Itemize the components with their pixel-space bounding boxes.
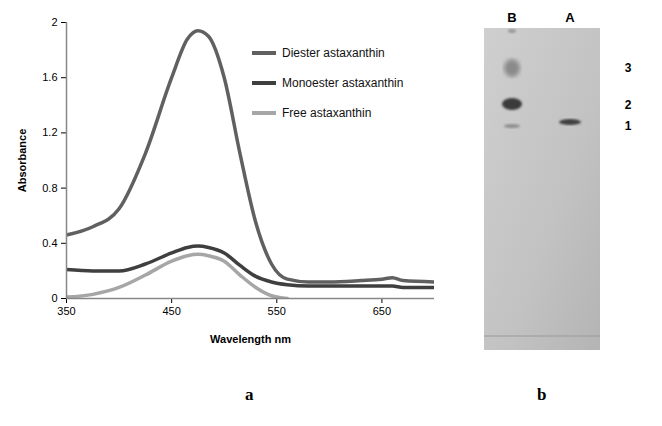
svg-text:2: 2	[625, 98, 632, 112]
svg-text:1.2: 1.2	[42, 126, 57, 138]
html-text:Diester astaxanthin: Diester astaxanthin	[282, 46, 385, 60]
svg-text:650: 650	[373, 305, 391, 317]
svg-text:1.6: 1.6	[42, 71, 57, 83]
svg-text:350: 350	[57, 305, 75, 317]
svg-text:A: A	[565, 10, 575, 25]
svg-text:0: 0	[51, 292, 57, 304]
svg-text:550: 550	[268, 305, 286, 317]
html-text:a: a	[245, 385, 254, 404]
svg-text:B: B	[507, 10, 516, 25]
html-text:Monoester astaxanthin: Monoester astaxanthin	[282, 76, 404, 90]
svg-text:0.8: 0.8	[42, 182, 57, 194]
svg-text:Wavelength nm: Wavelength nm	[210, 333, 291, 345]
svg-text:3: 3	[625, 61, 632, 75]
svg-text:1: 1	[625, 119, 632, 133]
html-text:Free astaxanthin: Free astaxanthin	[282, 106, 372, 120]
svg-text:0.4: 0.4	[42, 237, 57, 249]
svg-text:Absorbance: Absorbance	[16, 129, 28, 193]
svg-text:2: 2	[51, 16, 57, 28]
svg-text:450: 450	[162, 305, 180, 317]
html-text:b: b	[537, 385, 547, 404]
